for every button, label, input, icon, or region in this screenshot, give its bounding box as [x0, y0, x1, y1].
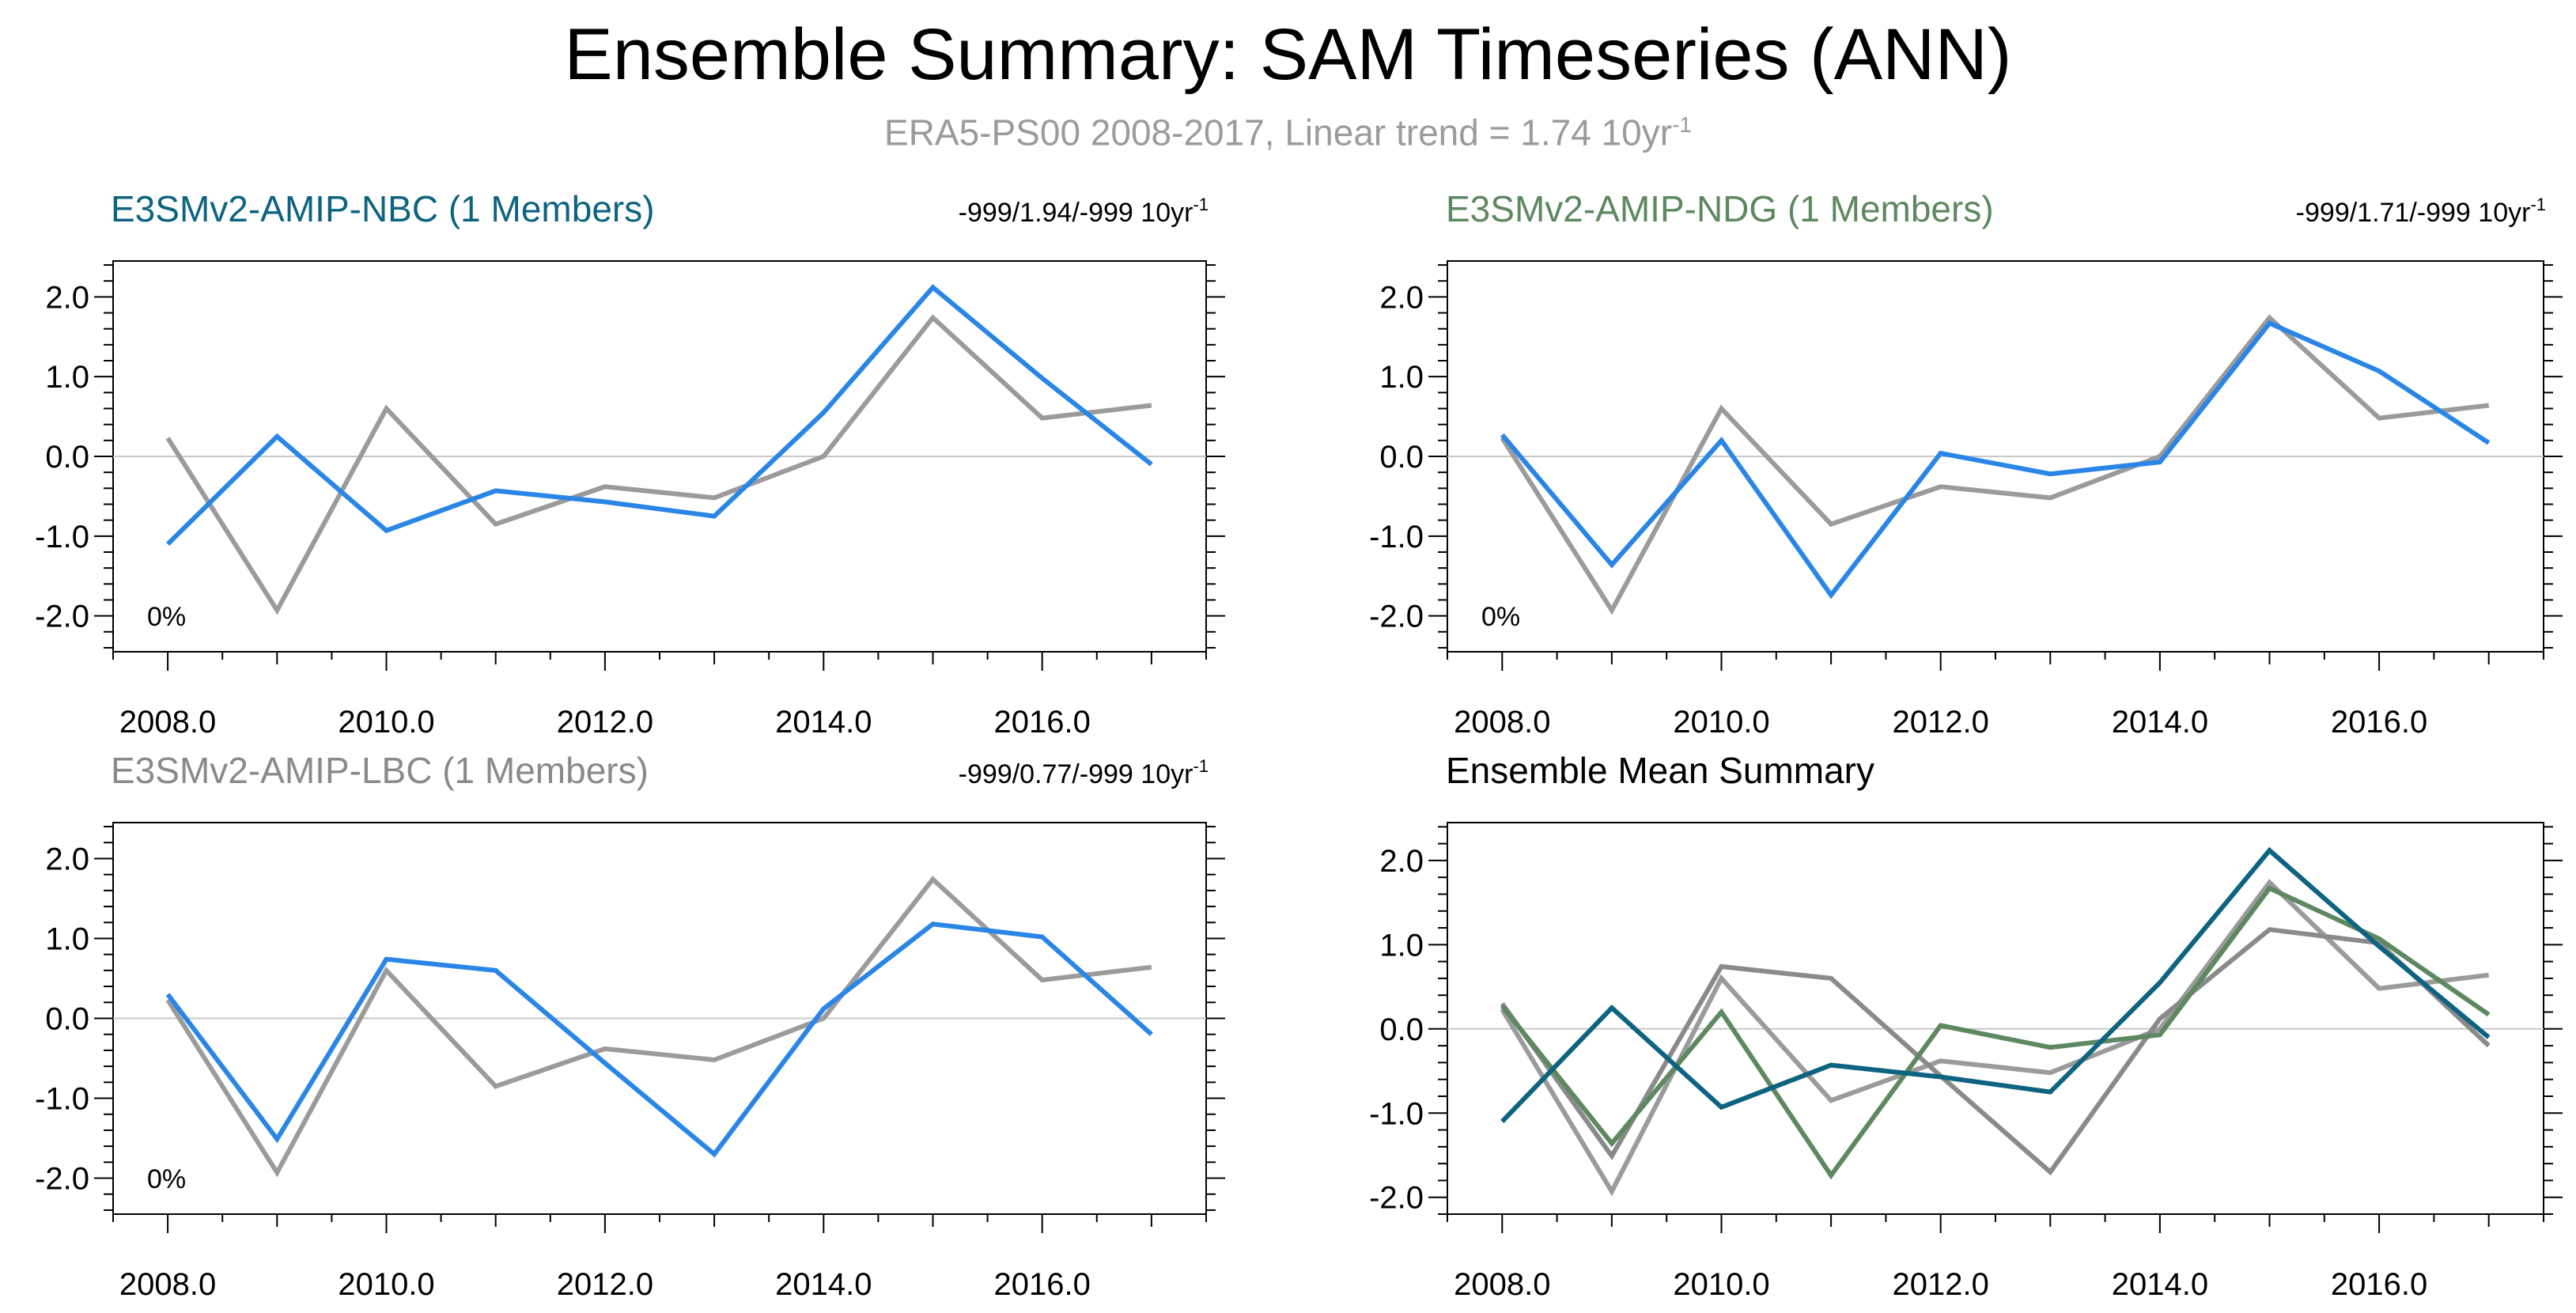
- panel-title: Ensemble Mean Summary: [1446, 750, 1874, 791]
- trend-label: -999/1.94/-999 10yr-1: [959, 195, 1209, 228]
- x-tick-label: 2008.0: [1454, 1267, 1550, 1302]
- series-line-1: [1500, 314, 2490, 615]
- y-tick-label: 1.0: [45, 360, 89, 395]
- series-line-2: [1500, 320, 2491, 600]
- y-tick-label: 2.0: [45, 280, 89, 315]
- y-tick-label: -1.0: [1369, 1096, 1424, 1131]
- series-line-1: [165, 876, 1152, 1178]
- y-tick-label: 0.0: [45, 1002, 89, 1037]
- y-tick-label: -2.0: [1369, 600, 1424, 634]
- x-tick-label: 2012.0: [557, 1267, 653, 1302]
- chart-panel-3: 2008.0 2010.0 2012.0 2014.0 2016.0 2.0 1.0 0.0 -…: [35, 750, 1225, 1302]
- y-tick-label: -1.0: [1369, 520, 1424, 554]
- y-tick-label: -2.0: [1369, 1181, 1424, 1216]
- x-tick-label: 2008.0: [1454, 705, 1550, 740]
- series-line-1: [165, 314, 1152, 615]
- y-tick-label: 1.0: [1379, 360, 1424, 395]
- x-tick-label: 2016.0: [994, 1267, 1091, 1302]
- trend-label-text: -999/1.94/-999 10yr: [959, 198, 1193, 228]
- x-tick-label: 2014.0: [775, 1267, 872, 1302]
- y-tick-label: -2.0: [35, 1162, 89, 1197]
- y-tick-label: 2.0: [45, 842, 89, 876]
- x-tick-label: 2016.0: [2331, 705, 2427, 740]
- corner-label: 0%: [147, 1164, 186, 1194]
- x-tick-label: 2010.0: [338, 1267, 434, 1302]
- y-tick-label: 1.0: [45, 921, 89, 956]
- panel-title: E3SMv2-AMIP-NBC (1 Members): [111, 188, 655, 229]
- x-tick-label: 2014.0: [2112, 705, 2208, 740]
- trend-label-superscript: -1: [1193, 195, 1209, 214]
- y-tick-label: -1.0: [35, 1082, 89, 1117]
- y-tick-label: 0.0: [1379, 440, 1424, 475]
- x-tick-label: 2012.0: [1893, 705, 1989, 740]
- y-tick-label: -2.0: [35, 600, 89, 634]
- corner-label: 0%: [1481, 602, 1520, 632]
- chart-panel-1: 2008.0 2010.0 2012.0 2014.0 2016.0 2.0 1.0 0.0 -…: [35, 188, 1225, 740]
- y-tick-label: 2.0: [1379, 844, 1424, 879]
- subtitle-text: ERA5-PS00 2008-2017, Linear trend = 1.74…: [884, 112, 1673, 153]
- y-tick-label: 2.0: [1379, 280, 1424, 315]
- x-tick-label: 2016.0: [994, 705, 1091, 740]
- corner-label: 0%: [147, 602, 186, 632]
- panel-title: E3SMv2-AMIP-LBC (1 Members): [111, 750, 649, 791]
- trend-label-superscript: -1: [1193, 756, 1209, 776]
- trend-label: -999/0.77/-999 10yr-1: [959, 756, 1209, 789]
- series-line-2: [165, 284, 1153, 547]
- trend-label-text: -999/1.71/-999 10yr: [2296, 198, 2531, 228]
- y-tick-label: -1.0: [35, 520, 89, 554]
- series-line-2: [165, 921, 1153, 1158]
- chart-panel-2: 2008.0 2010.0 2012.0 2014.0 2016.0 2.0 1.0 0.0 -…: [1369, 188, 2563, 740]
- figure-title: Ensemble Summary: SAM Timeseries (ANN): [564, 14, 2012, 95]
- series-line-2: [1500, 927, 2491, 1176]
- trend-label-text: -999/0.77/-999 10yr: [959, 759, 1193, 789]
- x-tick-label: 2008.0: [119, 705, 216, 740]
- subtitle-superscript: -1: [1672, 112, 1692, 137]
- y-tick-label: 0.0: [45, 440, 89, 475]
- x-tick-label: 2010.0: [1673, 1267, 1769, 1302]
- series-line-4: [1500, 846, 2491, 1123]
- chart-panel-4: 2008.0 2010.0 2012.0 2014.0 2016.0 2.0 1.0 0.0 -…: [1369, 750, 2563, 1302]
- trend-label-superscript: -1: [2530, 195, 2546, 214]
- trend-label: -999/1.71/-999 10yr-1: [2296, 195, 2546, 228]
- panel-title: E3SMv2-AMIP-NDG (1 Members): [1446, 188, 1994, 229]
- x-tick-label: 2014.0: [775, 705, 872, 740]
- x-tick-label: 2012.0: [1893, 1267, 1989, 1302]
- x-tick-label: 2010.0: [1673, 705, 1769, 740]
- x-tick-label: 2016.0: [2331, 1267, 2427, 1302]
- figure-subtitle: ERA5-PS00 2008-2017, Linear trend = 1.74…: [0, 103, 2576, 154]
- x-tick-label: 2010.0: [338, 705, 434, 740]
- x-tick-label: 2008.0: [119, 1267, 216, 1302]
- series-line-3: [1500, 885, 2491, 1180]
- x-tick-label: 2012.0: [557, 705, 653, 740]
- y-tick-label: 0.0: [1379, 1012, 1424, 1047]
- y-tick-label: 1.0: [1379, 928, 1424, 963]
- x-tick-label: 2014.0: [2112, 1267, 2208, 1302]
